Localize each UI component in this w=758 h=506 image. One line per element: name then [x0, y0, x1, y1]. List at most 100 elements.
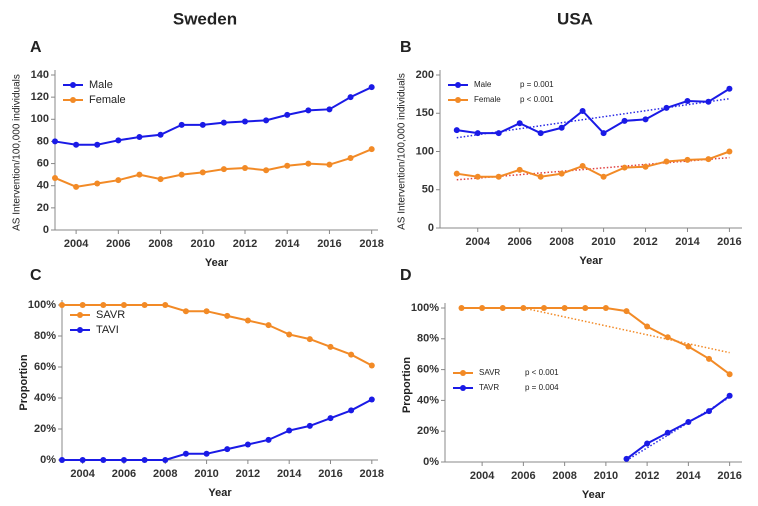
data-point [178, 171, 185, 178]
panel-letter: C [30, 267, 42, 284]
panel-letter: A [30, 39, 42, 56]
data-point [706, 355, 712, 362]
y-tick-label: 200 [416, 69, 434, 81]
legend-label: TAVI [96, 324, 119, 336]
data-point [203, 308, 210, 315]
data-point [684, 156, 691, 163]
data-point [162, 302, 169, 308]
data-point [600, 130, 607, 137]
data-point [157, 131, 164, 138]
legend-marker [455, 82, 461, 88]
x-tick-label: 2012 [233, 238, 257, 250]
data-point [368, 396, 375, 403]
data-point [326, 106, 333, 113]
y-tick-label: 0% [40, 454, 56, 466]
data-point [368, 362, 375, 369]
data-point [579, 107, 586, 114]
data-point [100, 457, 107, 463]
data-point [305, 160, 312, 167]
series-line [62, 398, 373, 461]
data-point [73, 183, 80, 190]
data-point [182, 308, 189, 315]
data-point [726, 85, 733, 92]
data-point [157, 176, 164, 183]
series-line [456, 150, 730, 178]
data-point [120, 302, 127, 308]
legend-p-value: p < 0.001 [520, 95, 554, 104]
data-point [120, 457, 127, 463]
data-point [726, 371, 733, 378]
y-tick-label: 20% [34, 423, 56, 435]
x-tick-label: 2004 [64, 238, 89, 250]
data-point [623, 308, 630, 315]
data-point [664, 429, 671, 436]
x-tick-label: 2018 [359, 238, 383, 250]
x-tick-label: 2014 [275, 238, 300, 250]
legend-p-value: p = 0.004 [525, 383, 559, 392]
data-point [115, 177, 122, 184]
data-point [516, 120, 523, 127]
data-point [178, 121, 185, 128]
data-point [495, 173, 502, 180]
data-point [705, 156, 712, 163]
legend-label: Female [89, 94, 126, 106]
y-tick-label: 80% [34, 330, 56, 342]
trend-line [626, 396, 731, 462]
data-point [537, 130, 544, 137]
y-axis-label: Proportion [18, 354, 30, 410]
data-point [263, 117, 270, 124]
data-point [224, 446, 231, 453]
y-tick-label: 100% [411, 302, 439, 314]
x-tick-label: 2006 [106, 238, 130, 250]
data-point [100, 302, 107, 308]
x-tick-label: 2014 [676, 470, 701, 482]
data-point [499, 305, 506, 311]
data-point [348, 351, 355, 358]
y-tick-label: 0% [423, 456, 439, 468]
data-point [265, 436, 272, 443]
legend-label: Male [474, 80, 492, 89]
data-point [663, 104, 670, 111]
y-tick-label: 80% [417, 333, 439, 345]
series-line [62, 304, 373, 367]
data-point [474, 173, 481, 180]
x-tick-label: 2016 [717, 470, 741, 482]
y-tick-label: 50 [422, 184, 434, 196]
data-point [453, 170, 460, 177]
data-point [284, 111, 291, 118]
data-point [368, 146, 375, 153]
data-point [305, 107, 312, 114]
data-point [479, 305, 486, 311]
data-point [663, 158, 670, 165]
series-line [625, 394, 731, 460]
data-point [326, 161, 333, 168]
data-point [600, 173, 607, 180]
column-title: USA [557, 9, 593, 28]
data-point [73, 141, 80, 148]
data-point [327, 415, 334, 422]
legend-marker [70, 97, 76, 103]
data-point [141, 457, 148, 463]
x-tick-label: 2016 [317, 238, 341, 250]
data-point [52, 138, 58, 145]
data-point [458, 305, 465, 311]
data-point [244, 317, 251, 324]
data-point [602, 305, 609, 311]
x-tick-label: 2010 [194, 468, 218, 480]
y-tick-label: 20% [417, 425, 439, 437]
data-point [558, 170, 565, 177]
y-tick-label: 100 [31, 113, 49, 125]
data-point [348, 407, 355, 414]
panel-letter: D [400, 267, 412, 284]
y-tick-label: 60% [34, 361, 56, 373]
data-point [79, 302, 86, 308]
y-tick-label: 60% [417, 364, 439, 376]
y-tick-label: 100% [28, 299, 56, 311]
data-point [242, 118, 248, 125]
data-point [306, 422, 313, 429]
x-tick-label: 2014 [277, 468, 302, 480]
data-point [664, 334, 671, 341]
data-point [224, 312, 231, 319]
data-point [94, 141, 101, 148]
panel-letter: B [400, 39, 412, 56]
